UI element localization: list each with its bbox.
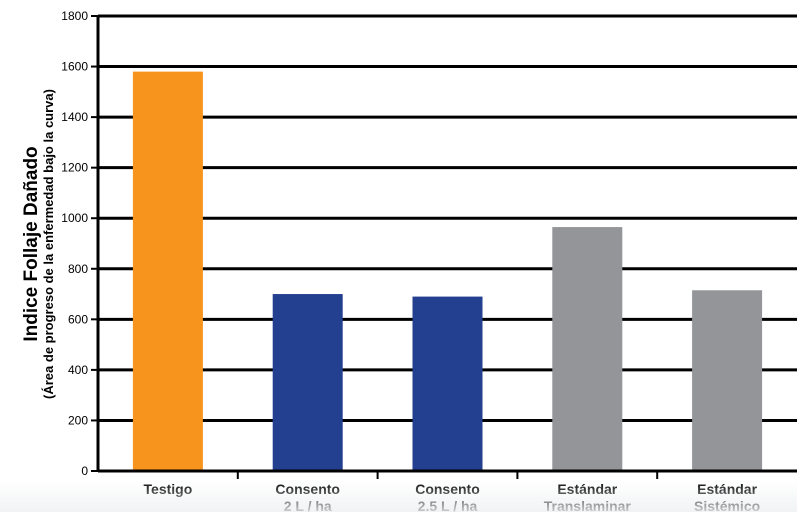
y-tick-label: 1200 xyxy=(61,161,88,175)
y-tick-label: 1000 xyxy=(61,211,88,225)
x-tick-label: Translaminar xyxy=(544,498,632,512)
bars xyxy=(132,71,763,471)
x-tick-label: Estándar xyxy=(697,481,757,497)
y-tick-label: 1400 xyxy=(61,110,88,124)
x-tick-label: Sistémico xyxy=(694,498,760,512)
axes xyxy=(96,15,797,473)
bar xyxy=(132,71,203,471)
y-tick-label: 800 xyxy=(68,262,88,276)
y-tick-label: 400 xyxy=(68,363,88,377)
y-tick-label: 200 xyxy=(68,413,88,427)
y-tick-label: 1800 xyxy=(61,9,88,23)
y-tick-label: 0 xyxy=(81,464,88,478)
x-tick-label: 2.5 L / ha xyxy=(418,498,478,512)
x-tick-label: 2 L / ha xyxy=(284,498,332,512)
bar xyxy=(412,296,483,471)
y-axis-subtitle: (Área de progreso de la enfermedad bajo … xyxy=(41,89,56,399)
y-axis-title: Indice Follaje Dañado xyxy=(21,146,42,341)
x-tick-label: Estándar xyxy=(557,481,617,497)
y-tick-label: 1600 xyxy=(61,60,88,74)
bar xyxy=(692,290,763,471)
y-axis-title-group: Indice Follaje Dañado (Área de progreso … xyxy=(21,89,56,399)
bar xyxy=(272,294,343,471)
bar xyxy=(552,227,623,471)
x-tick-label: Testigo xyxy=(144,481,193,497)
y-tick-label: 600 xyxy=(68,312,88,326)
x-tick-label: Consento xyxy=(275,481,340,497)
y-tick-labels: 0 200 400 600 800 1000 1200 1400 1600 1800 xyxy=(61,9,88,478)
x-tick-label: Consento xyxy=(415,481,480,497)
